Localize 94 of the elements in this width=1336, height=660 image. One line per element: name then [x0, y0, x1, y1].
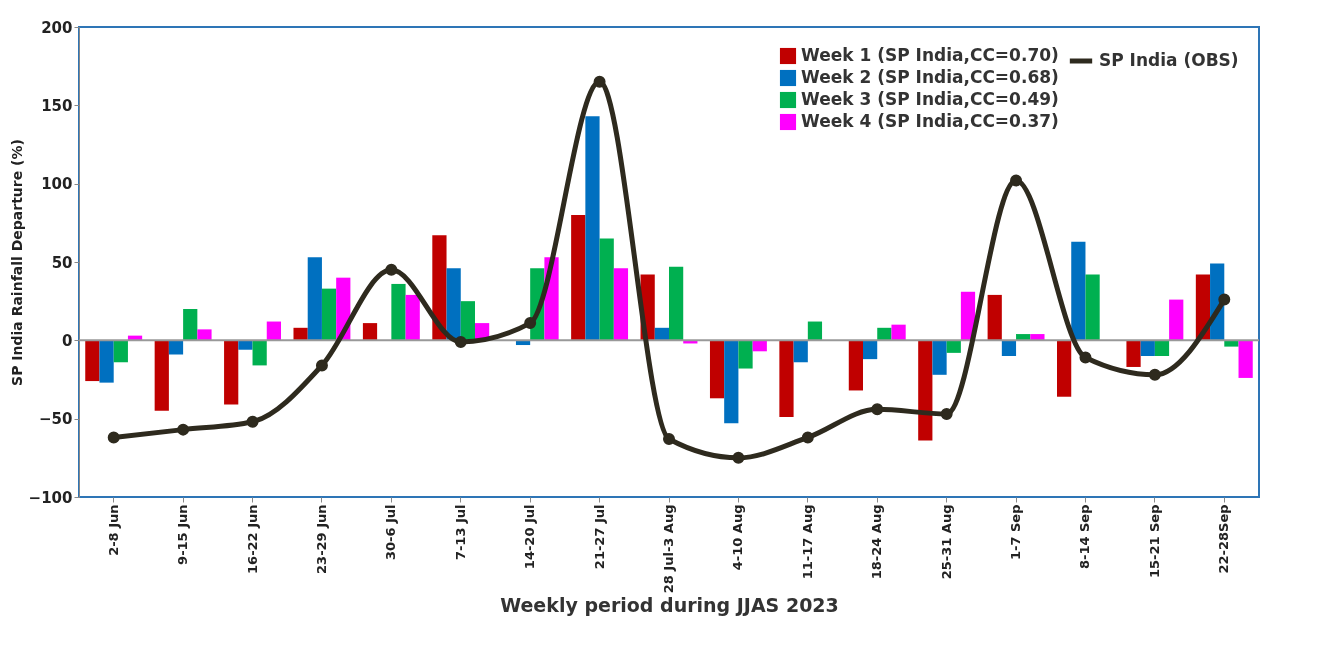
bar	[168, 340, 184, 355]
bar	[891, 324, 906, 341]
y-tick-label: −50	[39, 410, 73, 429]
bar	[779, 340, 794, 418]
bar	[599, 238, 614, 341]
x-tick-label: 30-6 Jul	[383, 504, 399, 561]
bar	[752, 340, 767, 352]
x-tick-label: 28 Jul-3 Aug	[661, 504, 676, 594]
bar	[1238, 340, 1253, 378]
x-tick-label: 16-22 Jun	[244, 504, 260, 574]
legend-label: Week 3 (SP India,CC=0.49)	[801, 89, 1059, 109]
bar	[709, 340, 725, 399]
bar	[585, 116, 600, 341]
bar	[391, 283, 406, 341]
y-tick-label: 200	[41, 18, 73, 37]
point	[107, 431, 120, 444]
legend-label: Week 2 (SP India,CC=0.68)	[801, 67, 1059, 87]
x-tick-label: 2-8 Jun	[105, 504, 121, 556]
bar	[987, 294, 1002, 341]
bar	[613, 268, 629, 341]
bar	[1085, 274, 1100, 341]
x-tick-label: 1-7 Sep	[1008, 504, 1024, 560]
point	[1010, 174, 1023, 187]
x-tick-label: 7-13 Jul	[452, 504, 468, 561]
x-tick-label: 21-27 Jul	[591, 504, 607, 570]
bar	[1140, 340, 1155, 356]
point	[940, 407, 953, 420]
bar	[85, 340, 100, 382]
bar	[307, 257, 322, 341]
bar	[738, 340, 753, 369]
bar	[432, 235, 447, 341]
legend-label: Week 1 (SP India,CC=0.70)	[801, 45, 1059, 65]
bar	[183, 309, 198, 341]
x-tick-label: 8-14 Sep	[1077, 504, 1093, 570]
bar	[669, 266, 684, 341]
bar	[293, 327, 308, 341]
x-tick-label: 9-15 Jun	[175, 504, 191, 565]
bar	[224, 340, 239, 405]
x-tick-label: 22-28Sep	[1216, 504, 1232, 574]
bar	[405, 294, 420, 341]
point	[385, 263, 398, 276]
x-tick-label: 11-17 Aug	[799, 504, 815, 580]
y-tick-label: 50	[51, 253, 73, 272]
bar	[918, 340, 933, 441]
bar	[446, 268, 461, 341]
bar	[793, 340, 808, 363]
bar	[321, 288, 337, 341]
bar	[1169, 299, 1184, 341]
point	[177, 423, 190, 436]
bar	[1154, 340, 1170, 356]
y-tick-label: 0	[62, 331, 73, 350]
bar	[460, 301, 475, 341]
y-tick-label: 100	[41, 175, 73, 194]
bar	[252, 340, 267, 366]
legend-label: Week 4 (SP India,CC=0.37)	[801, 111, 1059, 131]
point	[801, 431, 814, 444]
point	[1148, 368, 1161, 381]
y-tick-label: −100	[28, 488, 73, 507]
bar	[571, 215, 586, 341]
point	[732, 451, 745, 464]
x-tick-label: 15-21 Sep	[1146, 504, 1162, 579]
bar	[848, 340, 864, 391]
bar	[362, 323, 378, 341]
bar	[946, 340, 961, 353]
x-tick-label: 25-31 Aug	[938, 504, 954, 580]
point	[315, 359, 328, 372]
bar	[1126, 340, 1141, 367]
bar	[154, 340, 169, 411]
legend-label: SP India (OBS)	[1099, 50, 1239, 70]
point	[1218, 293, 1231, 306]
bar	[932, 340, 947, 375]
x-axis-title: Weekly period during JJAS 2023	[500, 594, 839, 617]
bar	[113, 340, 128, 363]
point	[524, 317, 537, 330]
x-tick-label: 23-29 Jun	[313, 504, 329, 574]
bar	[238, 340, 253, 350]
x-tick-label: 18-24 Aug	[869, 504, 885, 580]
bar	[1071, 241, 1086, 341]
y-axis-title: SP India Rainfall Departure (%)	[8, 139, 25, 386]
x-tick-label: 14-20 Jul	[522, 504, 538, 570]
x-tick-label: 4-10 Aug	[730, 504, 746, 571]
point	[593, 75, 606, 88]
point	[663, 433, 675, 446]
point	[871, 403, 884, 416]
bar	[99, 340, 114, 383]
bar	[1001, 340, 1017, 356]
bar	[1057, 340, 1072, 397]
point	[246, 415, 259, 428]
point	[1079, 351, 1092, 364]
point	[454, 335, 467, 348]
y-tick-label: 150	[41, 96, 73, 115]
bar	[863, 340, 878, 360]
bar	[724, 340, 739, 424]
bar	[197, 329, 212, 341]
